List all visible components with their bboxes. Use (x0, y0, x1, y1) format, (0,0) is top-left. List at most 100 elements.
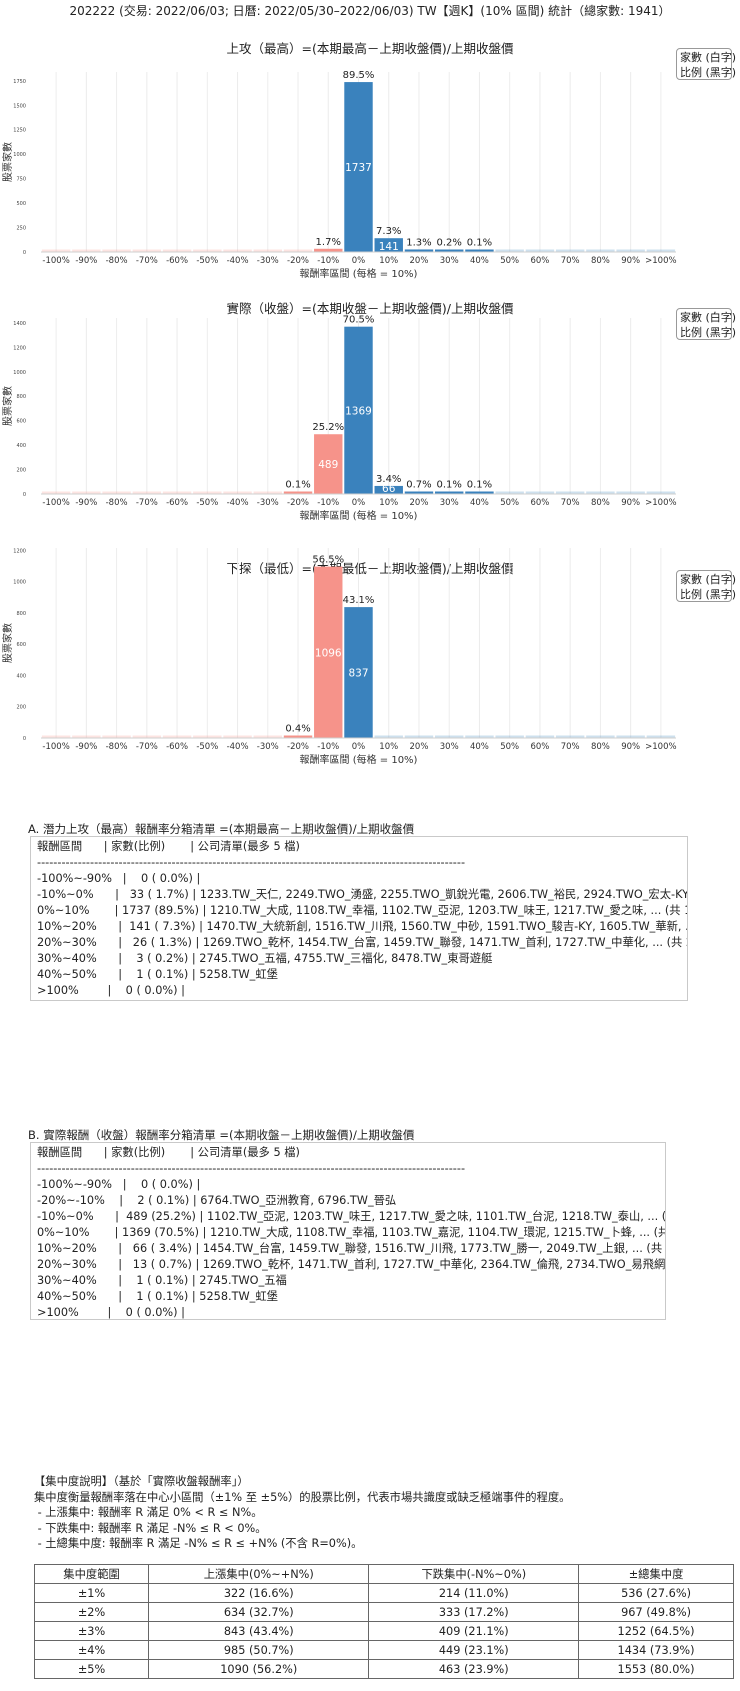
y-tick-label: 800 (16, 394, 26, 400)
legend-high: 家數 (白字) 比例 (黑字) (676, 48, 737, 80)
bar (465, 249, 494, 252)
x-tick-label: 10% (379, 742, 398, 752)
x-tick-label: -100% (42, 742, 69, 752)
list-b-line: 40%~50% | 1 ( 0.1%) | 5258.TW_虹堡 (37, 1290, 278, 1303)
bar-count-label: 489 (318, 459, 338, 471)
x-tick-label: 50% (500, 498, 519, 508)
x-tick-label: -90% (75, 498, 97, 508)
bar-count-label: 66 (382, 483, 396, 495)
bar (435, 735, 464, 738)
x-tick-label: >100% (645, 498, 676, 508)
table-cell: 536 (27.6%) (578, 1583, 734, 1603)
legend-count-label: 家數 (白字) (680, 311, 737, 324)
table-cell: ±5% (33, 1659, 150, 1679)
y-tick-label: 750 (16, 177, 26, 183)
x-tick-label: -50% (196, 498, 218, 508)
x-tick-label: 0% (352, 256, 366, 266)
list-a-title: A. 潛力上攻（最高）報酬率分箱清單 =(本期最高－上期收盤價)/上期收盤價 (28, 822, 415, 836)
bar (102, 491, 131, 494)
note-line: - 上漲集中: 報酬率 R 滿足 0% < R ≤ N%。 (34, 1506, 263, 1519)
x-tick-label: >100% (645, 256, 676, 266)
x-tick-label: 40% (470, 742, 489, 752)
bar-count-label: 1369 (345, 405, 372, 417)
bar-count-label: 1096 (315, 647, 342, 659)
x-tick-label: 60% (530, 256, 549, 266)
y-tick-label: 1000 (13, 580, 26, 586)
table-cell: 409 (21.1%) (368, 1621, 580, 1641)
y-tick-label: 0 (23, 736, 26, 742)
bar (404, 249, 434, 252)
legend-ratio-label: 比例 (黑字) (680, 588, 737, 601)
list-b-line: -100%~-90% | 0 ( 0.0%) | (37, 1178, 201, 1191)
y-tick-label: 200 (16, 468, 26, 474)
table-cell: 967 (49.8%) (578, 1602, 734, 1622)
table-cell: 634 (32.7%) (148, 1602, 370, 1622)
x-axis-label: 報酬率區間 (每格 = 10%) (300, 267, 418, 280)
x-tick-label: -90% (75, 256, 97, 266)
legend-ratio-label: 比例 (黑字) (680, 326, 737, 339)
x-tick-label: 50% (500, 256, 519, 266)
list-b-line: >100% | 0 ( 0.0%) | (37, 1306, 185, 1319)
bar (586, 249, 615, 252)
x-tick-label: -10% (317, 498, 339, 508)
legend-count-label: 家數 (白字) (680, 51, 737, 64)
page-title: 202222 (交易: 2022/06/03; 日曆: 2022/05/30–2… (69, 4, 671, 18)
y-tick-label: 800 (16, 611, 26, 617)
x-tick-label: 80% (591, 498, 610, 508)
x-tick-label: 20% (410, 498, 429, 508)
bar (616, 249, 645, 252)
x-tick-label: -40% (227, 256, 249, 266)
x-tick-label: -80% (106, 498, 128, 508)
list-a-line: 40%~50% | 1 ( 0.1%) | 5258.TW_虹堡 (37, 968, 278, 981)
x-tick-label: -70% (136, 256, 158, 266)
chart-title-high: 上攻（最高）=(本期最高－上期收盤價)/上期收盤價 (226, 41, 514, 56)
x-tick-label: 40% (470, 256, 489, 266)
bar (616, 491, 645, 494)
bar (223, 735, 252, 738)
list-b-line: 10%~20% | 66 ( 3.4%) | 1454.TW_台富, 1459.… (37, 1242, 666, 1255)
table-header: 上漲集中(0%~+N%) (148, 1564, 370, 1584)
chart-close: 0 200 400 600 800 1000 1200 1400 股票家數 -100% -90% -8… (1, 315, 677, 522)
list-b-line: 0%~10% | 1369 (70.5%) | 1210.TW_大成, 1108… (37, 1226, 666, 1239)
table-cell: ±4% (33, 1640, 150, 1660)
bar (193, 491, 222, 494)
x-tick-label: 90% (621, 742, 640, 752)
x-tick-label: -10% (317, 742, 339, 752)
bar (586, 491, 615, 494)
bar (72, 249, 101, 252)
bar (555, 249, 585, 252)
x-tick-label: -20% (287, 498, 309, 508)
bar (374, 485, 403, 494)
x-tick-label: 30% (440, 256, 459, 266)
bar (41, 491, 71, 494)
bar (616, 735, 645, 738)
x-axis-label: 報酬率區間 (每格 = 10%) (300, 753, 418, 766)
bar (193, 249, 222, 252)
list-a-line: 30%~40% | 3 ( 0.2%) | 2745.TWO_五福, 4755.… (37, 952, 493, 965)
bar-pct-label: 43.1% (343, 595, 375, 606)
bar-pct-label: 70.5% (343, 315, 375, 326)
bar (283, 491, 313, 494)
bar-pct-label: 89.5% (343, 70, 375, 81)
bar (253, 249, 282, 252)
x-tick-label: -40% (227, 498, 249, 508)
bar-pct-label: 1.7% (316, 237, 341, 248)
y-tick-label: 1200 (13, 345, 26, 351)
x-tick-label: 90% (621, 256, 640, 266)
x-tick-label: 0% (352, 498, 366, 508)
bar (314, 566, 343, 738)
x-tick-label: 40% (470, 498, 489, 508)
list-a-line: 10%~20% | 141 ( 7.3%) | 1470.TW_大統新創, 15… (37, 920, 688, 933)
bar (646, 249, 676, 252)
list-b-title: B. 實際報酬（收盤）報酬率分箱清單 =(本期收盤－上期收盤價)/上期收盤價 (28, 1128, 415, 1142)
y-tick-label: 1250 (13, 128, 26, 134)
x-tick-label: 30% (440, 742, 459, 752)
bar (525, 249, 555, 252)
table-header: 下跌集中(-N%~0%) (368, 1564, 580, 1584)
y-tick-label: 250 (16, 226, 26, 232)
bar (646, 735, 676, 738)
bar (41, 249, 71, 252)
bar-pct-label: 0.7% (406, 480, 431, 491)
bar (344, 82, 373, 253)
